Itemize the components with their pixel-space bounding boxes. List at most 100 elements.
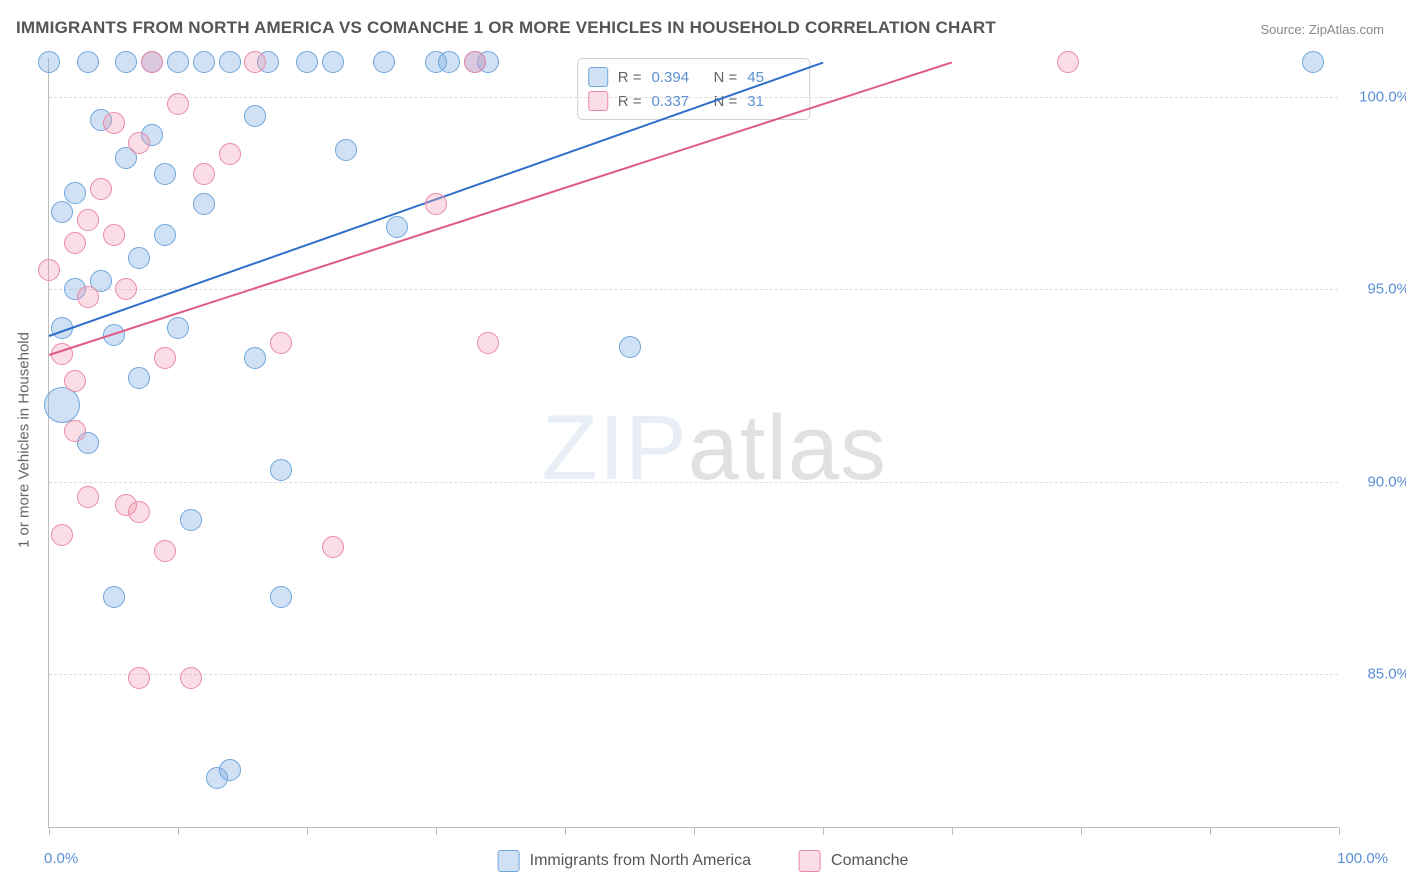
data-point bbox=[64, 232, 86, 254]
data-point bbox=[1302, 51, 1324, 73]
data-point bbox=[115, 51, 137, 73]
x-tick bbox=[49, 827, 50, 835]
data-point bbox=[128, 247, 150, 269]
x-tick bbox=[952, 827, 953, 835]
legend-row: R = 0.394 N = 45 bbox=[588, 65, 800, 89]
data-point bbox=[180, 509, 202, 531]
data-point bbox=[244, 51, 266, 73]
data-point bbox=[90, 178, 112, 200]
legend-n-value: 45 bbox=[747, 69, 799, 86]
legend-swatch bbox=[498, 850, 520, 872]
gridline bbox=[49, 289, 1338, 290]
data-point bbox=[438, 51, 460, 73]
data-point bbox=[244, 105, 266, 127]
data-point bbox=[115, 278, 137, 300]
data-point bbox=[373, 51, 395, 73]
data-point bbox=[322, 51, 344, 73]
data-point bbox=[154, 224, 176, 246]
watermark-zip: ZIP bbox=[541, 396, 687, 498]
bottom-legend: Immigrants from North America Comanche bbox=[498, 850, 909, 872]
data-point bbox=[64, 182, 86, 204]
legend-r-label: R = bbox=[618, 93, 642, 110]
data-point bbox=[335, 139, 357, 161]
y-tick-label: 95.0% bbox=[1346, 281, 1406, 298]
data-point bbox=[193, 163, 215, 185]
source-label: Source: ZipAtlas.com bbox=[1260, 22, 1384, 37]
data-point bbox=[77, 286, 99, 308]
data-point bbox=[219, 143, 241, 165]
bottom-legend-item: Comanche bbox=[799, 850, 908, 872]
data-point bbox=[386, 216, 408, 238]
data-point bbox=[219, 759, 241, 781]
data-point bbox=[619, 336, 641, 358]
x-tick bbox=[307, 827, 308, 835]
legend-correlation-box: R =0.394N =45R =0.337N =31 bbox=[577, 58, 811, 120]
data-point bbox=[270, 459, 292, 481]
data-point bbox=[77, 486, 99, 508]
watermark: ZIPatlas bbox=[541, 395, 886, 500]
y-tick-label: 100.0% bbox=[1346, 88, 1406, 105]
data-point bbox=[193, 51, 215, 73]
y-tick-label: 90.0% bbox=[1346, 473, 1406, 490]
bottom-legend-label: Immigrants from North America bbox=[530, 852, 751, 870]
data-point bbox=[425, 193, 447, 215]
data-point bbox=[51, 524, 73, 546]
data-point bbox=[167, 317, 189, 339]
data-point bbox=[128, 667, 150, 689]
data-point bbox=[38, 259, 60, 281]
x-tick bbox=[178, 827, 179, 835]
data-point bbox=[464, 51, 486, 73]
data-point bbox=[270, 332, 292, 354]
x-tick bbox=[694, 827, 695, 835]
data-point bbox=[103, 112, 125, 134]
data-point bbox=[154, 163, 176, 185]
x-tick bbox=[565, 827, 566, 835]
data-point bbox=[154, 347, 176, 369]
data-point bbox=[128, 132, 150, 154]
bottom-legend-item: Immigrants from North America bbox=[498, 850, 751, 872]
data-point bbox=[193, 193, 215, 215]
data-point bbox=[38, 51, 60, 73]
legend-swatch bbox=[588, 67, 608, 87]
data-point bbox=[103, 224, 125, 246]
data-point bbox=[180, 667, 202, 689]
data-point bbox=[270, 586, 292, 608]
watermark-atlas: atlas bbox=[688, 396, 887, 498]
data-point bbox=[1057, 51, 1079, 73]
data-point bbox=[128, 501, 150, 523]
data-point bbox=[296, 51, 318, 73]
gridline bbox=[49, 674, 1338, 675]
legend-n-value: 31 bbox=[747, 93, 799, 110]
chart-title: IMMIGRANTS FROM NORTH AMERICA VS COMANCH… bbox=[16, 18, 996, 38]
data-point bbox=[244, 347, 266, 369]
data-point bbox=[128, 367, 150, 389]
x-axis-end-label: 100.0% bbox=[1337, 850, 1388, 867]
x-tick bbox=[823, 827, 824, 835]
legend-swatch bbox=[799, 850, 821, 872]
x-tick bbox=[1081, 827, 1082, 835]
data-point bbox=[477, 332, 499, 354]
data-point bbox=[103, 586, 125, 608]
data-point bbox=[64, 420, 86, 442]
x-tick bbox=[1210, 827, 1211, 835]
legend-swatch bbox=[588, 91, 608, 111]
legend-r-label: R = bbox=[618, 69, 642, 86]
data-point bbox=[154, 540, 176, 562]
bottom-legend-label: Comanche bbox=[831, 852, 908, 870]
x-tick bbox=[1339, 827, 1340, 835]
data-point bbox=[167, 51, 189, 73]
gridline bbox=[49, 97, 1338, 98]
data-point bbox=[64, 370, 86, 392]
legend-n-label: N = bbox=[714, 69, 738, 86]
plot-area: ZIPatlas R =0.394N =45R =0.337N =31 85.0… bbox=[48, 58, 1338, 828]
data-point bbox=[141, 51, 163, 73]
data-point bbox=[77, 209, 99, 231]
legend-r-value: 0.394 bbox=[652, 69, 704, 86]
data-point bbox=[322, 536, 344, 558]
y-tick-label: 85.0% bbox=[1346, 666, 1406, 683]
data-point bbox=[77, 51, 99, 73]
data-point bbox=[51, 201, 73, 223]
gridline bbox=[49, 482, 1338, 483]
y-axis-title: 1 or more Vehicles in Household bbox=[16, 332, 33, 548]
x-axis-start-label: 0.0% bbox=[44, 850, 78, 867]
